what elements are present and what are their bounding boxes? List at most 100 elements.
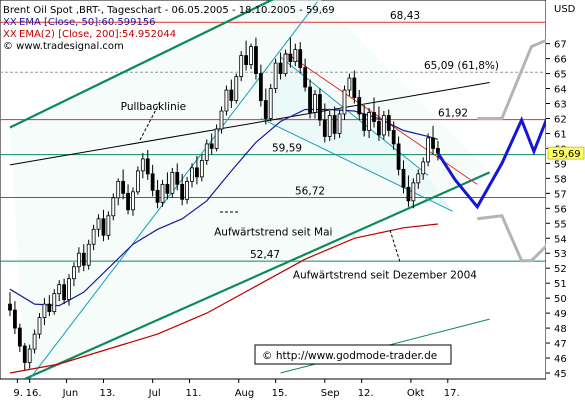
legend-ema50-marker: XX [3,17,17,28]
candle-body [219,110,224,130]
candle-body [224,89,229,112]
candle-body [327,115,332,137]
candle-body [96,218,101,230]
candle [367,108,371,138]
candle-body [337,113,342,134]
candle [37,313,42,339]
y-tick-label: 48 [554,324,567,335]
legend-ema200: EMA(2) [Close, 200]:54.952044 [19,29,176,40]
candle [258,64,263,107]
candle-body [72,266,76,280]
candle [377,106,381,141]
y-tick-label: 54 [554,234,567,245]
candle-body [91,228,96,245]
candle-body [416,173,421,184]
last-price-tag [547,146,585,160]
candle-body [263,100,268,119]
candle [160,179,165,207]
candle [190,163,194,188]
candle [17,323,22,353]
candle [185,176,189,204]
candle-body [411,182,416,202]
last-price-label: 59,69 [552,149,581,160]
candle [101,209,106,242]
x-tick-label: 11. [186,388,202,399]
candle [165,172,170,200]
candle [362,105,367,137]
candle [111,193,116,221]
candle [372,97,376,128]
candle-body [406,186,411,202]
candle-body [209,143,214,149]
candle [42,298,47,326]
candle [347,73,352,97]
candle-body [106,215,111,236]
y-tick-label: 53 [554,249,567,260]
candle [135,166,140,195]
y-tick-label: 57 [554,189,567,200]
candle [386,109,391,137]
x-tick-label: 16. [26,388,42,399]
candle-body [37,317,42,335]
candle [342,85,347,120]
x-tick-label: Jun [62,388,79,399]
candle [155,179,160,209]
y-axis-currency: USD [554,4,576,15]
candle [214,124,219,152]
candle-body [258,73,263,101]
annotation-label: Aufwärtstrend seit Dezember 2004 [293,270,477,282]
candle [381,110,386,140]
candle-body [32,333,37,350]
x-tick-label: 12. [358,388,374,399]
candle [313,90,317,119]
candle [273,58,278,94]
candle [52,289,57,315]
candle-body [293,49,298,62]
y-tick-label: 46 [554,354,567,365]
candle-body [204,143,209,161]
candle [22,343,27,371]
candle-body [401,168,406,188]
candle-body [381,115,386,136]
trend-line-5 [260,118,453,212]
legend-copyright: © www.tradesignal.com [3,41,124,52]
candle [268,84,273,122]
candle-body [190,167,194,182]
candle-body [386,115,391,131]
candle-body [52,293,57,313]
watermark-box: © http://www.godmode-trader.de [254,344,452,365]
candle [337,109,342,138]
candle-body [254,46,258,74]
candle-body [352,77,357,98]
trend-line-3 [9,82,490,166]
y-tick-label: 66 [554,55,567,66]
candle-body [121,180,126,194]
candle-body [362,113,367,131]
candle-body [273,62,278,89]
level-label: 56,72 [295,186,325,198]
trend-line-0 [24,171,491,379]
candle [170,167,175,198]
candle-body [426,137,431,163]
candle [283,49,288,77]
candle-body [150,173,155,191]
candle-body [8,303,12,311]
candle [62,278,67,305]
y-tick-label: 65 [554,70,567,81]
candle-body [199,160,204,178]
y-tick-label: 49 [554,309,567,320]
candle [401,160,406,194]
candle [32,329,37,354]
candle [91,224,96,251]
candle [426,133,431,167]
candle [116,178,121,206]
candle [411,178,416,209]
trend-line-1 [9,0,275,129]
candle [131,187,135,216]
y-tick-label: 47 [554,339,567,350]
candle [263,88,268,125]
candle-body [185,180,189,200]
candle-body [322,119,327,137]
candle [396,136,401,176]
candle [317,88,322,126]
